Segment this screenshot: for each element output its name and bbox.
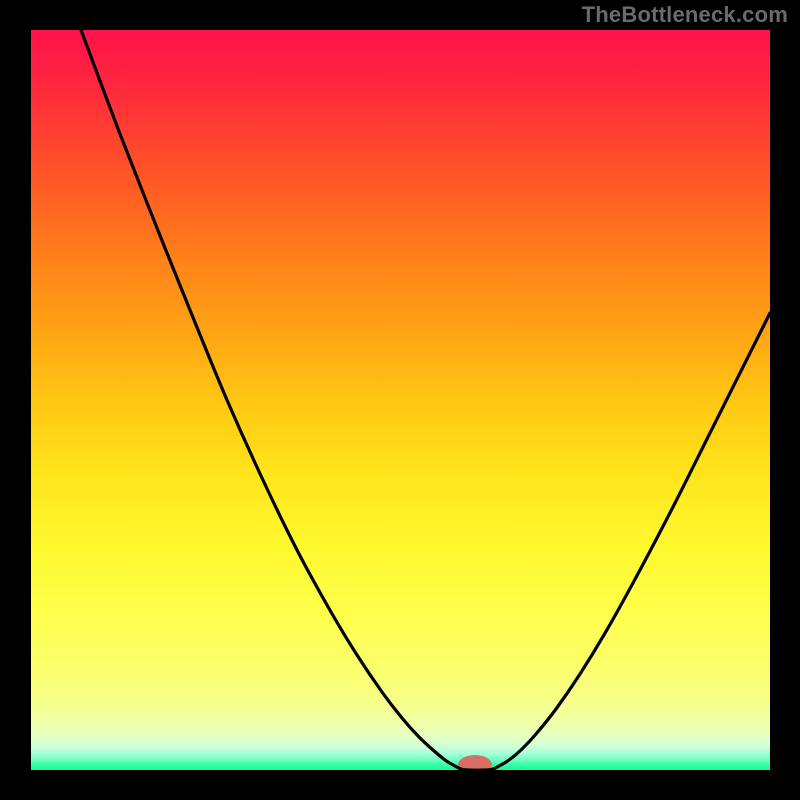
gradient-background (31, 30, 770, 770)
plot-svg (31, 30, 770, 770)
watermark-text: TheBottleneck.com (582, 2, 788, 28)
chart-container: TheBottleneck.com (0, 0, 800, 800)
plot-area (31, 30, 770, 770)
